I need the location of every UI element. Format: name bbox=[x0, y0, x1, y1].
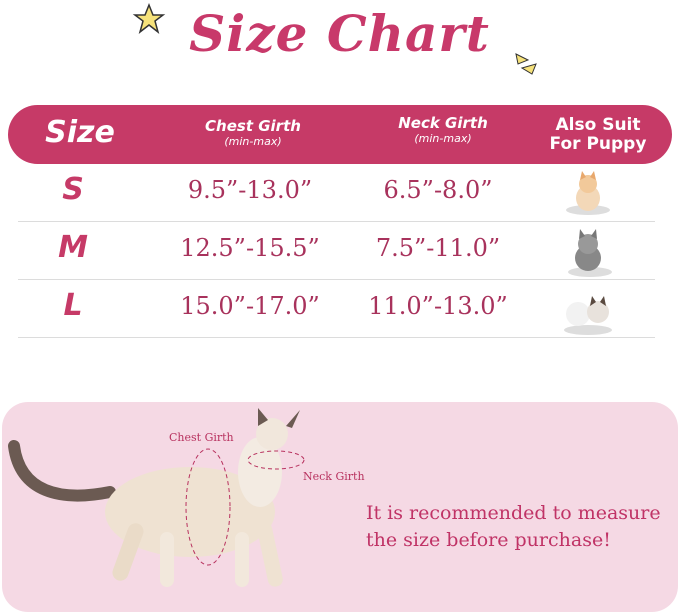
cat-measurement-illustration bbox=[8, 408, 305, 587]
header-suit: Also Suit For Puppy bbox=[528, 116, 668, 154]
page-title: Size Chart bbox=[189, 4, 490, 63]
header-chest: Chest Girth (min-max) bbox=[178, 117, 328, 148]
neck-girth-label: Neck Girth bbox=[303, 470, 365, 483]
size-cell: M bbox=[58, 230, 88, 265]
star-icon bbox=[132, 2, 166, 34]
chest-girth-label: Chest Girth bbox=[169, 431, 234, 444]
header-neck-sub: (min-max) bbox=[414, 132, 472, 145]
table-row: S 9.5”-13.0” 6.5”-8.0” bbox=[18, 164, 655, 222]
table-row: L 15.0”-17.0” 11.0”-13.0” bbox=[18, 280, 655, 338]
header-chest-sub: (min-max) bbox=[224, 135, 282, 148]
neck-cell: 7.5”-11.0” bbox=[375, 234, 501, 262]
header-size: Size bbox=[45, 115, 115, 150]
table-header: Size Chest Girth (min-max) Neck Girth (min… bbox=[8, 105, 672, 164]
chest-cell: 12.5”-15.5” bbox=[180, 234, 320, 262]
header-neck-label: Neck Girth bbox=[398, 114, 488, 132]
chest-cell: 15.0”-17.0” bbox=[180, 292, 320, 320]
table-row: M 12.5”-15.5” 7.5”-11.0” bbox=[18, 222, 655, 280]
neck-cell: 6.5”-8.0” bbox=[383, 176, 493, 204]
header-suit-line1: Also Suit bbox=[555, 115, 641, 135]
neck-cell: 11.0”-13.0” bbox=[368, 292, 508, 320]
chest-cell: 9.5”-13.0” bbox=[187, 176, 313, 204]
size-cell: S bbox=[62, 172, 84, 207]
kitten-image bbox=[568, 229, 612, 277]
note-line2: the size before purchase! bbox=[366, 529, 611, 551]
header-neck: Neck Girth (min-max) bbox=[368, 114, 518, 145]
sparkle-icon bbox=[515, 53, 537, 75]
note-line1: It is recommended to measure bbox=[366, 502, 661, 524]
header-chest-label: Chest Girth bbox=[205, 117, 301, 135]
size-cell: L bbox=[63, 288, 83, 323]
kitten-image bbox=[566, 171, 610, 215]
header-suit-line2: For Puppy bbox=[549, 134, 647, 154]
recommendation-note: It is recommended to measure the size bef… bbox=[366, 500, 661, 554]
puppy-and-cat-image bbox=[564, 296, 612, 335]
